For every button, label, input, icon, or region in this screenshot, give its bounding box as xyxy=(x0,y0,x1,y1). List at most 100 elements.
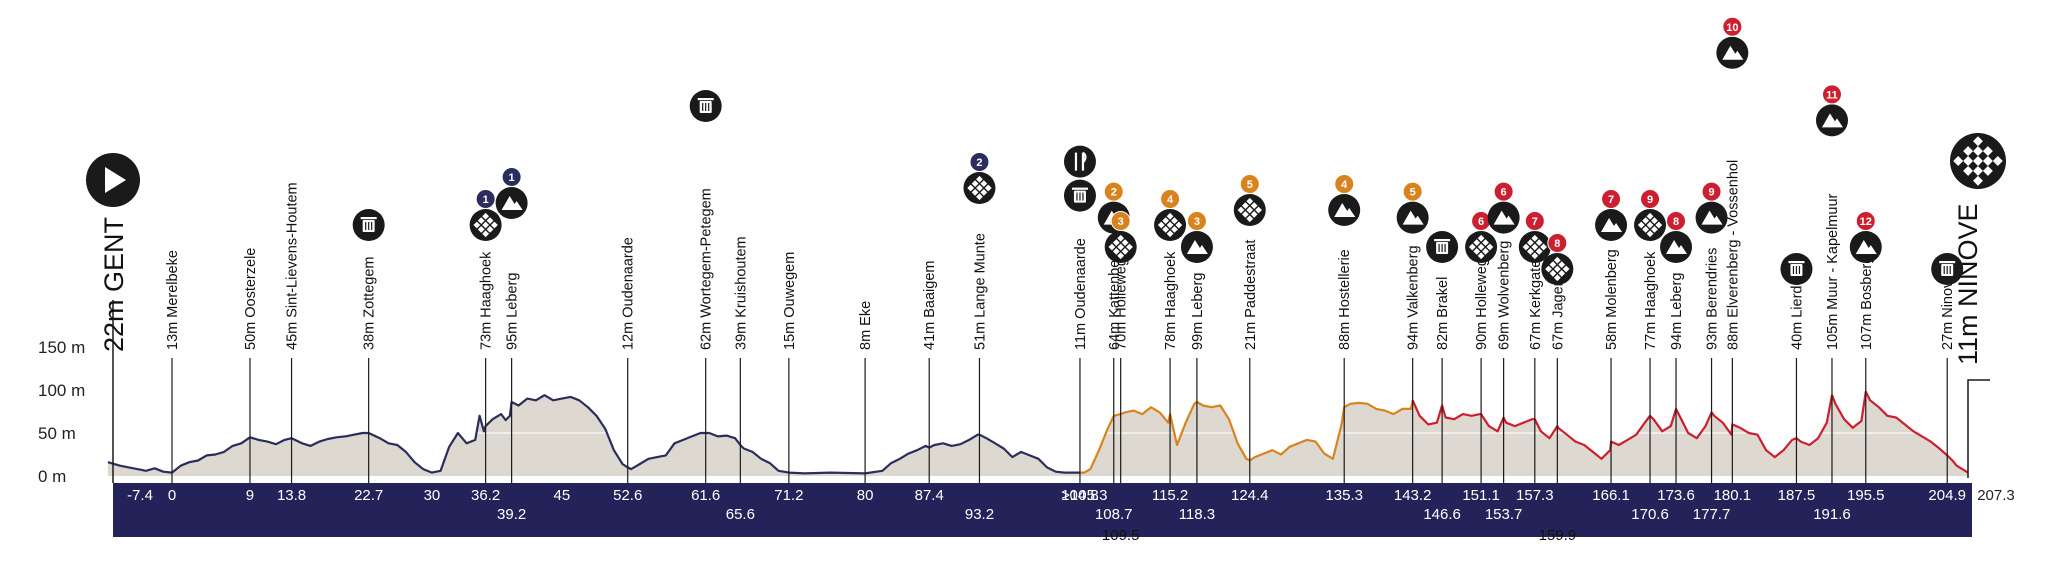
place-label: 62m Wortegem-Petegem xyxy=(699,188,715,350)
km-label: 166.1 xyxy=(1592,487,1630,504)
km-label: 30 xyxy=(424,487,441,504)
badge-number: 6 xyxy=(1501,187,1507,199)
km-label: 118.3 xyxy=(1179,506,1215,523)
km-label: 45 xyxy=(554,487,571,504)
finish-guide xyxy=(1967,379,1990,478)
cobble-icon xyxy=(477,225,485,233)
bin-place-icon xyxy=(1931,253,1964,285)
climb-place-icon xyxy=(1660,231,1693,263)
mountain-icon xyxy=(1855,240,1877,254)
km-label: 22.7 xyxy=(354,487,383,504)
cobble-icon xyxy=(473,221,481,229)
km-label: 61.6 xyxy=(691,487,720,504)
cobble-place-icon xyxy=(1634,209,1667,241)
cobble-icon xyxy=(1246,206,1254,214)
badge-circle xyxy=(501,167,522,187)
badge-number: 4 xyxy=(1341,179,1348,191)
place-label: 41m Baaigem xyxy=(922,261,938,350)
cobble-icon xyxy=(1477,234,1485,242)
bin-place-icon xyxy=(689,90,722,122)
cobble-place-icon xyxy=(963,172,996,204)
cobble-icon xyxy=(1166,230,1174,238)
badge-circle xyxy=(1640,189,1661,209)
badge-number: 8 xyxy=(1554,238,1560,250)
bin-place-icon xyxy=(1780,253,1813,285)
badge-circle xyxy=(1110,211,1131,231)
place-label: 107m Bosberg xyxy=(1859,256,1875,350)
badge-circle xyxy=(1601,189,1622,209)
cobble-place-icon xyxy=(1541,253,1574,285)
badge-number: 2 xyxy=(1111,187,1117,199)
cobble-icon xyxy=(1646,221,1654,229)
bin-lid-icon xyxy=(1788,261,1805,264)
km-label: 159.9 xyxy=(1539,527,1577,544)
badge-number: 8 xyxy=(1673,216,1679,228)
place-label: 15m Ouwegem xyxy=(782,252,798,350)
km-label: 177.7 xyxy=(1693,506,1731,523)
profile-line-segment-1 xyxy=(107,394,1080,475)
place-label: 73m Haaghoek xyxy=(479,251,495,350)
cobble-icon xyxy=(486,225,494,233)
climb-number-badge: 5 xyxy=(1402,181,1423,202)
place-label: 78m Haaghoek xyxy=(1163,251,1179,350)
climb-number-badge: 6 xyxy=(1471,211,1492,231)
climb-place-icon xyxy=(1396,201,1429,234)
place-label: 39m Kruishoutem xyxy=(733,236,749,350)
climb-place-icon xyxy=(1487,201,1520,234)
cobble-icon xyxy=(1646,230,1654,238)
mountain-icon xyxy=(1186,240,1208,254)
climb-number-badge: 3 xyxy=(1186,211,1207,231)
bin-lid-icon xyxy=(1939,261,1956,264)
y-tick-label: 50 m xyxy=(38,424,76,443)
mountain-icon xyxy=(501,196,523,210)
place-label: 67m Kerkgate xyxy=(1528,260,1544,350)
cobble-icon xyxy=(980,188,988,196)
km-label: 52.6 xyxy=(613,487,642,504)
km-band xyxy=(113,483,1972,537)
badge-number: 12 xyxy=(1860,216,1872,228)
bin-place-icon xyxy=(352,209,385,241)
cobble-icon xyxy=(1477,243,1485,251)
badge-number: 9 xyxy=(1647,194,1653,206)
km-label: 153.7 xyxy=(1485,506,1523,523)
knife-icon xyxy=(1081,151,1087,171)
cobble-place-icon xyxy=(469,209,502,241)
climb-number-badge: 7 xyxy=(1601,189,1622,209)
cobble-icon xyxy=(477,217,485,225)
feed-icon-circle xyxy=(1063,145,1096,178)
cobble-place-icon xyxy=(1233,194,1266,226)
checker-square xyxy=(1973,165,1983,176)
km-label: 143.2 xyxy=(1394,487,1432,504)
place-label: 95m Leberg xyxy=(505,273,521,350)
badge-circle xyxy=(1493,181,1514,202)
elevation-fill xyxy=(107,391,1969,476)
climb-number-badge: 6 xyxy=(1493,181,1514,202)
badge-number: 2 xyxy=(976,157,982,169)
badge-number: 7 xyxy=(1532,216,1538,228)
badge-circle xyxy=(1524,211,1545,231)
climb-number-badge: 9 xyxy=(1701,181,1722,202)
cobble-icon xyxy=(1646,212,1654,220)
km-label: 13.8 xyxy=(277,487,306,504)
place-label: 64m Kattenberg xyxy=(1107,247,1123,350)
mountain-icon xyxy=(1402,210,1424,225)
mountain-icon xyxy=(1601,218,1623,232)
climb-place-icon xyxy=(1815,104,1848,137)
place-label: 93m Berendries xyxy=(1705,248,1721,350)
km-label: 187.5 xyxy=(1778,487,1816,504)
km-label: 36.2 xyxy=(471,487,500,504)
km-label: 124.4 xyxy=(1231,487,1269,504)
badge-number: 10 xyxy=(1726,22,1738,34)
finish-km-label: 207.3 xyxy=(1977,487,2015,504)
cobble-icon xyxy=(486,217,494,225)
place-label: 27m Ninove xyxy=(1940,273,1956,350)
mountain-icon xyxy=(1821,113,1843,128)
km-label: 191.6 xyxy=(1813,506,1851,523)
cobble-icon xyxy=(1246,197,1254,205)
climb-place-icon xyxy=(1328,194,1361,226)
place-label: 45m Sint-Lievens-Houtem xyxy=(285,182,301,350)
bin-place-icon xyxy=(1426,231,1459,263)
badge-circle xyxy=(969,152,990,172)
place-label: 88m Hostellerie xyxy=(1337,249,1353,350)
badge-circle xyxy=(1722,16,1743,37)
